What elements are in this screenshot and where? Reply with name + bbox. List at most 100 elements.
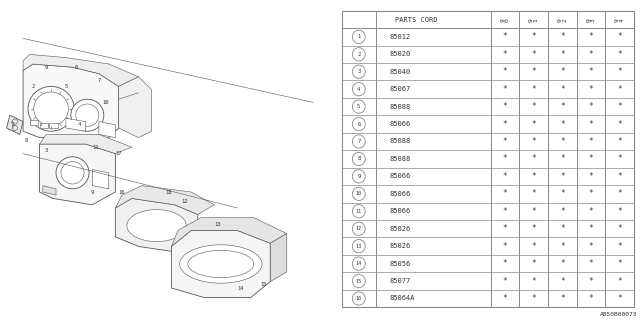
Text: *: * [589, 259, 593, 268]
Polygon shape [115, 198, 198, 253]
Bar [40, 123, 48, 128]
Text: *: * [531, 207, 536, 216]
Text: 17: 17 [115, 151, 122, 156]
Text: 2: 2 [31, 84, 35, 89]
Text: *: * [589, 120, 593, 129]
Text: *: * [531, 102, 536, 111]
Text: *: * [531, 242, 536, 251]
Text: 9
3: 9 3 [586, 18, 596, 21]
Polygon shape [6, 115, 23, 134]
Text: 12: 12 [356, 226, 362, 231]
Text: *: * [560, 294, 564, 303]
Text: 18: 18 [165, 189, 172, 195]
Text: *: * [531, 259, 536, 268]
Text: 13: 13 [356, 244, 362, 249]
Text: *: * [617, 276, 622, 285]
Text: *: * [560, 276, 564, 285]
Polygon shape [23, 54, 138, 86]
Text: *: * [617, 137, 622, 146]
Polygon shape [40, 134, 132, 154]
Text: *: * [503, 259, 508, 268]
Bar [49, 123, 58, 128]
Text: *: * [617, 120, 622, 129]
Text: 5: 5 [64, 84, 68, 89]
Text: *: * [503, 207, 508, 216]
Text: 10: 10 [102, 100, 109, 105]
Text: 14: 14 [237, 285, 244, 291]
Text: 6: 6 [74, 65, 77, 70]
Text: *: * [531, 224, 536, 233]
Text: *: * [503, 172, 508, 181]
Text: 85020: 85020 [389, 51, 411, 57]
Text: 13: 13 [214, 221, 221, 227]
Text: 85066: 85066 [389, 191, 411, 197]
Text: *: * [531, 67, 536, 76]
Text: *: * [531, 85, 536, 94]
Text: *: * [560, 50, 564, 59]
Text: *: * [617, 294, 622, 303]
Text: 15: 15 [260, 282, 267, 287]
Text: 85066: 85066 [389, 173, 411, 180]
Text: *: * [617, 224, 622, 233]
Text: 85077: 85077 [389, 278, 411, 284]
Polygon shape [270, 234, 287, 282]
Text: *: * [531, 137, 536, 146]
Text: *: * [617, 32, 622, 41]
Text: *: * [560, 242, 564, 251]
Text: 85056: 85056 [389, 260, 411, 267]
Text: *: * [589, 102, 593, 111]
Text: *: * [531, 189, 536, 198]
Text: 1: 1 [357, 34, 360, 39]
Polygon shape [118, 77, 152, 138]
Text: *: * [617, 259, 622, 268]
Circle shape [28, 86, 74, 131]
Text: 11: 11 [356, 209, 362, 214]
Text: *: * [560, 67, 564, 76]
Text: 16: 16 [356, 296, 362, 301]
Polygon shape [172, 218, 287, 246]
Text: 8: 8 [357, 156, 360, 161]
Text: 4: 4 [357, 87, 360, 92]
Polygon shape [66, 118, 86, 131]
Text: 3: 3 [45, 148, 48, 153]
Ellipse shape [180, 245, 262, 283]
Text: 15: 15 [356, 278, 362, 284]
Text: 85088: 85088 [389, 139, 411, 145]
Text: 9: 9 [45, 65, 48, 70]
Text: PARTS CORD: PARTS CORD [395, 17, 438, 23]
Text: *: * [503, 189, 508, 198]
Text: *: * [531, 50, 536, 59]
Text: *: * [617, 172, 622, 181]
Text: *: * [617, 50, 622, 59]
Text: *: * [531, 172, 536, 181]
Text: 11: 11 [92, 145, 99, 150]
Text: *: * [589, 172, 593, 181]
Text: *: * [503, 242, 508, 251]
Text: *: * [617, 242, 622, 251]
Text: 9
0: 9 0 [500, 18, 510, 21]
Text: *: * [617, 67, 622, 76]
Polygon shape [172, 230, 270, 298]
Text: *: * [503, 120, 508, 129]
Text: 1: 1 [12, 122, 15, 127]
Text: 9
2: 9 2 [557, 18, 567, 21]
Text: A850B00073: A850B00073 [600, 312, 637, 317]
Text: *: * [617, 189, 622, 198]
Text: 85066: 85066 [389, 121, 411, 127]
Text: 8: 8 [25, 138, 28, 143]
Text: 6: 6 [357, 122, 360, 126]
Text: *: * [503, 294, 508, 303]
Text: *: * [531, 32, 536, 41]
Text: *: * [617, 155, 622, 164]
Text: 85012: 85012 [389, 34, 411, 40]
Text: *: * [560, 172, 564, 181]
Text: *: * [617, 85, 622, 94]
Text: *: * [503, 276, 508, 285]
Polygon shape [40, 144, 115, 205]
Text: 7: 7 [357, 139, 360, 144]
Text: 16: 16 [118, 189, 125, 195]
Text: 85064A: 85064A [389, 295, 415, 301]
Text: *: * [503, 155, 508, 164]
Text: 12: 12 [181, 199, 188, 204]
Text: 7: 7 [97, 77, 100, 83]
